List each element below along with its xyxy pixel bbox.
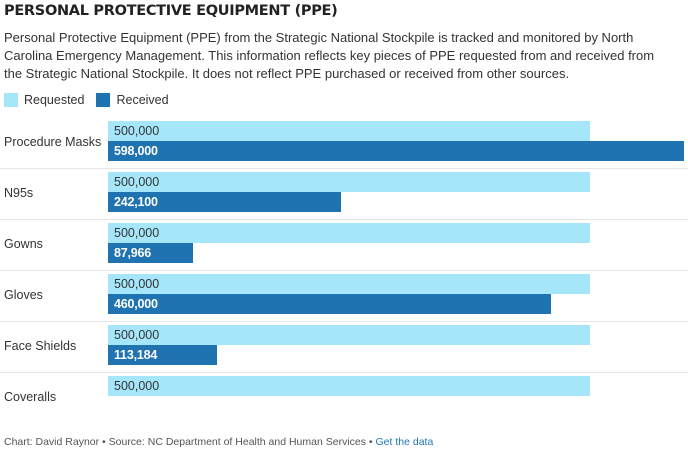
category-label: Coveralls xyxy=(4,390,57,404)
data-label-received: 113,184 xyxy=(114,348,158,362)
get-the-data-link[interactable]: Get the data xyxy=(375,436,434,448)
bar-requested: 500,000 xyxy=(108,223,590,243)
chart-footer: Chart: David Raynor • Source: NC Departm… xyxy=(4,436,433,448)
category-label: N95s xyxy=(4,186,34,200)
category-label: Face Shields xyxy=(4,339,77,353)
data-label-requested: 500,000 xyxy=(114,226,160,240)
data-label-requested: 500,000 xyxy=(114,277,160,291)
category-label: Gloves xyxy=(4,288,43,302)
data-label-received: 87,966 xyxy=(114,246,152,260)
legend-item-requested: Requested xyxy=(4,93,84,107)
category-label: Procedure Masks xyxy=(4,135,102,149)
legend-label-received: Received xyxy=(116,93,169,107)
bar-received: 598,000 xyxy=(108,141,684,161)
data-label-requested: 500,000 xyxy=(114,124,160,138)
category-label: Gowns xyxy=(4,237,43,251)
data-label-received: 242,100 xyxy=(114,195,158,209)
bar-requested: 500,000 xyxy=(108,274,590,294)
data-label-received: 460,000 xyxy=(114,297,158,311)
bar-row-procedure-masks: Procedure Masks 500,000 598,000 xyxy=(0,117,688,168)
row-divider xyxy=(0,321,688,322)
bar-received: 87,966 xyxy=(108,243,193,263)
row-divider xyxy=(0,270,688,271)
legend-swatch-received xyxy=(96,93,111,107)
chart-subtitle: Personal Protective Equipment (PPE) from… xyxy=(4,30,655,81)
bar-requested: 500,000 xyxy=(108,172,590,192)
bar-requested: 500,000 xyxy=(108,376,590,396)
bar-requested: 500,000 xyxy=(108,325,590,345)
legend-label-requested: Requested xyxy=(24,93,85,107)
data-label-received: 598,000 xyxy=(114,144,158,158)
data-label-requested: 500,000 xyxy=(114,379,160,393)
chart-credit: Chart: David Raynor • Source: NC Departm… xyxy=(4,436,373,448)
chart-title: PERSONAL PROTECTIVE EQUIPMENT (PPE) xyxy=(4,3,338,19)
bar-received: 113,184 xyxy=(108,345,217,365)
bar-row-gloves: Gloves 500,000 460,000 xyxy=(0,270,688,321)
data-label-requested: 500,000 xyxy=(114,175,160,189)
row-divider xyxy=(0,168,688,169)
legend: Requested Received xyxy=(4,92,181,108)
data-label-requested: 500,000 xyxy=(114,328,160,342)
row-divider xyxy=(0,372,688,373)
bar-row-coveralls: Coveralls 500,000 xyxy=(0,372,688,423)
legend-item-received: Received xyxy=(96,93,169,107)
bar-requested: 500,000 xyxy=(108,121,590,141)
bar-row-face-shields: Face Shields 500,000 113,184 xyxy=(0,321,688,372)
bar-received: 460,000 xyxy=(108,294,551,314)
bar-row-gowns: Gowns 500,000 87,966 xyxy=(0,219,688,270)
bar-received: 242,100 xyxy=(108,192,341,212)
row-divider xyxy=(0,219,688,220)
legend-swatch-requested xyxy=(4,93,18,107)
bar-row-n95s: N95s 500,000 242,100 xyxy=(0,168,688,219)
